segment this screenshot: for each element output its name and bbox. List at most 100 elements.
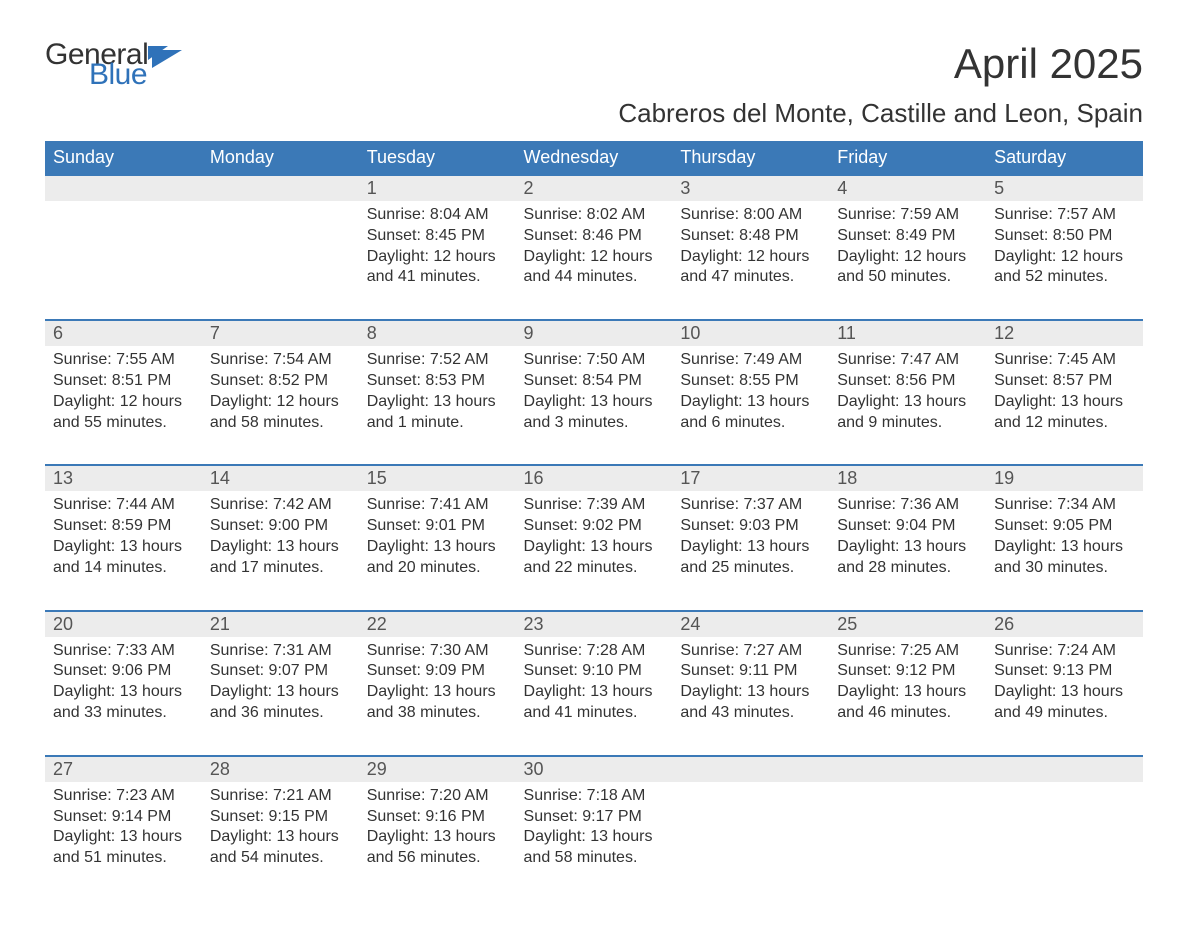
day-number-cell: 5 bbox=[986, 175, 1143, 201]
day-number-cell: 20 bbox=[45, 611, 202, 637]
sunrise-text: Sunrise: 7:57 AM bbox=[994, 205, 1135, 226]
day-header: Wednesday bbox=[516, 141, 673, 175]
daylight-text: Daylight: 13 hours and 46 minutes. bbox=[837, 682, 978, 724]
day-number-cell bbox=[45, 175, 202, 201]
sunrise-text: Sunrise: 7:37 AM bbox=[680, 495, 821, 516]
daylight-text: Daylight: 13 hours and 20 minutes. bbox=[367, 537, 508, 579]
day-content-cell: Sunrise: 7:30 AMSunset: 9:09 PMDaylight:… bbox=[359, 637, 516, 742]
location-subtitle: Cabreros del Monte, Castille and Leon, S… bbox=[45, 98, 1143, 129]
day-number-cell: 27 bbox=[45, 756, 202, 782]
daylight-text: Daylight: 12 hours and 58 minutes. bbox=[210, 392, 351, 434]
day-number-cell: 11 bbox=[829, 320, 986, 346]
sunset-text: Sunset: 8:59 PM bbox=[53, 516, 194, 537]
day-content-cell: Sunrise: 7:52 AMSunset: 8:53 PMDaylight:… bbox=[359, 346, 516, 451]
sunrise-text: Sunrise: 7:24 AM bbox=[994, 641, 1135, 662]
daylight-text: Daylight: 13 hours and 1 minute. bbox=[367, 392, 508, 434]
daylight-text: Daylight: 13 hours and 43 minutes. bbox=[680, 682, 821, 724]
day-number-cell: 25 bbox=[829, 611, 986, 637]
sunrise-text: Sunrise: 7:49 AM bbox=[680, 350, 821, 371]
page-title: April 2025 bbox=[954, 40, 1143, 88]
day-number-cell: 15 bbox=[359, 465, 516, 491]
sunrise-text: Sunrise: 7:39 AM bbox=[524, 495, 665, 516]
daylight-text: Daylight: 13 hours and 9 minutes. bbox=[837, 392, 978, 434]
day-number-cell: 8 bbox=[359, 320, 516, 346]
day-content-cell: Sunrise: 7:59 AMSunset: 8:49 PMDaylight:… bbox=[829, 201, 986, 306]
sunset-text: Sunset: 8:56 PM bbox=[837, 371, 978, 392]
sunset-text: Sunset: 9:09 PM bbox=[367, 661, 508, 682]
sunset-text: Sunset: 9:05 PM bbox=[994, 516, 1135, 537]
day-content-cell: Sunrise: 7:28 AMSunset: 9:10 PMDaylight:… bbox=[516, 637, 673, 742]
day-content-cell: Sunrise: 7:20 AMSunset: 9:16 PMDaylight:… bbox=[359, 782, 516, 887]
day-number-cell: 9 bbox=[516, 320, 673, 346]
day-number-row: 20212223242526 bbox=[45, 611, 1143, 637]
day-number-cell: 19 bbox=[986, 465, 1143, 491]
day-content-row: Sunrise: 7:33 AMSunset: 9:06 PMDaylight:… bbox=[45, 637, 1143, 742]
sunset-text: Sunset: 9:14 PM bbox=[53, 807, 194, 828]
header: General Blue April 2025 bbox=[45, 40, 1143, 90]
sunset-text: Sunset: 9:06 PM bbox=[53, 661, 194, 682]
day-number-cell: 18 bbox=[829, 465, 986, 491]
daylight-text: Daylight: 13 hours and 33 minutes. bbox=[53, 682, 194, 724]
daylight-text: Daylight: 12 hours and 44 minutes. bbox=[524, 247, 665, 289]
day-header: Sunday bbox=[45, 141, 202, 175]
day-number-row: 6789101112 bbox=[45, 320, 1143, 346]
day-content-cell: Sunrise: 7:36 AMSunset: 9:04 PMDaylight:… bbox=[829, 491, 986, 596]
daylight-text: Daylight: 13 hours and 25 minutes. bbox=[680, 537, 821, 579]
sunrise-text: Sunrise: 7:31 AM bbox=[210, 641, 351, 662]
day-content-cell: Sunrise: 7:34 AMSunset: 9:05 PMDaylight:… bbox=[986, 491, 1143, 596]
day-number-cell: 10 bbox=[672, 320, 829, 346]
day-number-cell: 26 bbox=[986, 611, 1143, 637]
sunset-text: Sunset: 8:57 PM bbox=[994, 371, 1135, 392]
day-number-row: 27282930 bbox=[45, 756, 1143, 782]
day-number-cell: 13 bbox=[45, 465, 202, 491]
sunrise-text: Sunrise: 7:55 AM bbox=[53, 350, 194, 371]
day-content-cell: Sunrise: 7:42 AMSunset: 9:00 PMDaylight:… bbox=[202, 491, 359, 596]
sunset-text: Sunset: 8:48 PM bbox=[680, 226, 821, 247]
daylight-text: Daylight: 13 hours and 30 minutes. bbox=[994, 537, 1135, 579]
sunrise-text: Sunrise: 7:50 AM bbox=[524, 350, 665, 371]
day-content-cell: Sunrise: 8:02 AMSunset: 8:46 PMDaylight:… bbox=[516, 201, 673, 306]
calendar-table: SundayMondayTuesdayWednesdayThursdayFrid… bbox=[45, 141, 1143, 887]
day-number-cell: 7 bbox=[202, 320, 359, 346]
daylight-text: Daylight: 13 hours and 51 minutes. bbox=[53, 827, 194, 869]
daylight-text: Daylight: 12 hours and 50 minutes. bbox=[837, 247, 978, 289]
day-number-cell: 24 bbox=[672, 611, 829, 637]
day-number-cell bbox=[202, 175, 359, 201]
daylight-text: Daylight: 13 hours and 49 minutes. bbox=[994, 682, 1135, 724]
day-content-cell: Sunrise: 7:31 AMSunset: 9:07 PMDaylight:… bbox=[202, 637, 359, 742]
day-content-row: Sunrise: 8:04 AMSunset: 8:45 PMDaylight:… bbox=[45, 201, 1143, 306]
sunrise-text: Sunrise: 7:52 AM bbox=[367, 350, 508, 371]
sunset-text: Sunset: 9:17 PM bbox=[524, 807, 665, 828]
sunrise-text: Sunrise: 7:27 AM bbox=[680, 641, 821, 662]
daylight-text: Daylight: 13 hours and 54 minutes. bbox=[210, 827, 351, 869]
spacer-row bbox=[45, 597, 1143, 611]
sunset-text: Sunset: 9:12 PM bbox=[837, 661, 978, 682]
sunrise-text: Sunrise: 7:34 AM bbox=[994, 495, 1135, 516]
day-header: Friday bbox=[829, 141, 986, 175]
day-content-cell bbox=[829, 782, 986, 887]
sunset-text: Sunset: 8:46 PM bbox=[524, 226, 665, 247]
day-content-cell: Sunrise: 7:24 AMSunset: 9:13 PMDaylight:… bbox=[986, 637, 1143, 742]
sunset-text: Sunset: 9:00 PM bbox=[210, 516, 351, 537]
day-number-cell: 16 bbox=[516, 465, 673, 491]
day-content-cell: Sunrise: 7:57 AMSunset: 8:50 PMDaylight:… bbox=[986, 201, 1143, 306]
spacer-row bbox=[45, 306, 1143, 320]
day-content-cell bbox=[986, 782, 1143, 887]
sunset-text: Sunset: 9:15 PM bbox=[210, 807, 351, 828]
day-content-cell: Sunrise: 7:37 AMSunset: 9:03 PMDaylight:… bbox=[672, 491, 829, 596]
day-content-cell: Sunrise: 7:21 AMSunset: 9:15 PMDaylight:… bbox=[202, 782, 359, 887]
daylight-text: Daylight: 13 hours and 56 minutes. bbox=[367, 827, 508, 869]
sunset-text: Sunset: 8:45 PM bbox=[367, 226, 508, 247]
sunset-text: Sunset: 9:02 PM bbox=[524, 516, 665, 537]
day-content-cell: Sunrise: 7:23 AMSunset: 9:14 PMDaylight:… bbox=[45, 782, 202, 887]
sunset-text: Sunset: 9:01 PM bbox=[367, 516, 508, 537]
day-content-cell bbox=[202, 201, 359, 306]
sunrise-text: Sunrise: 7:36 AM bbox=[837, 495, 978, 516]
daylight-text: Daylight: 13 hours and 28 minutes. bbox=[837, 537, 978, 579]
daylight-text: Daylight: 13 hours and 36 minutes. bbox=[210, 682, 351, 724]
sunrise-text: Sunrise: 7:28 AM bbox=[524, 641, 665, 662]
day-number-cell: 1 bbox=[359, 175, 516, 201]
day-content-cell: Sunrise: 7:47 AMSunset: 8:56 PMDaylight:… bbox=[829, 346, 986, 451]
daylight-text: Daylight: 13 hours and 22 minutes. bbox=[524, 537, 665, 579]
day-content-cell: Sunrise: 8:04 AMSunset: 8:45 PMDaylight:… bbox=[359, 201, 516, 306]
